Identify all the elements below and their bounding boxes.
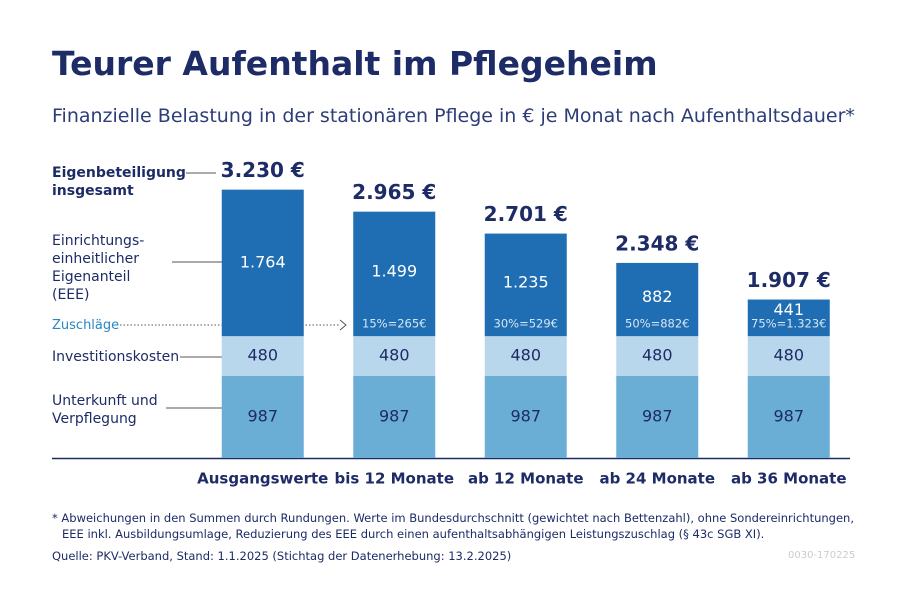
x-tick-label: ab 36 Monate	[731, 470, 847, 488]
total-label: 3.230 €	[221, 158, 305, 182]
x-tick-label: bis 12 Monate	[334, 470, 454, 488]
value-label: 1.764	[240, 252, 286, 271]
code: 0030-170225	[788, 550, 856, 561]
bar-segment	[747, 299, 830, 337]
value-label: 987	[773, 407, 804, 426]
bar-segment	[616, 262, 699, 337]
bar-segment	[221, 376, 304, 458]
source: Quelle: PKV-Verband, Stand: 1.1.2025 (St…	[52, 549, 512, 563]
bar-segment	[221, 189, 304, 337]
value-label: 480	[379, 346, 410, 365]
value-label: 987	[379, 407, 410, 426]
surcharge-label: 30%=529€	[494, 317, 558, 331]
bar-segment	[484, 336, 567, 377]
value-label: 480	[642, 346, 673, 365]
legend-total: Eigenbeteiligung insgesamt	[52, 165, 186, 199]
x-tick-label: Ausgangswerte	[197, 470, 328, 488]
bar-segment	[353, 376, 436, 458]
bar-segment	[353, 211, 436, 337]
value-label: 987	[510, 407, 541, 426]
total-label: 2.965 €	[352, 180, 436, 204]
title: Teurer Aufenthalt im Pflegeheim	[52, 44, 658, 83]
bar-segment	[616, 336, 699, 377]
footnote: EEE inkl. Ausbildungsumlage, Reduzierung…	[62, 527, 765, 541]
total-label: 2.701 €	[484, 202, 568, 226]
x-tick-label: ab 12 Monate	[468, 470, 584, 488]
bar-segment	[747, 376, 830, 458]
surcharge-label: 15%=265€	[362, 317, 426, 331]
surcharge-label: 50%=882€	[625, 317, 689, 331]
value-label: 480	[247, 346, 278, 365]
arrow	[339, 319, 347, 331]
total-label: 2.348 €	[615, 231, 699, 255]
total-label: 1.907 €	[747, 268, 831, 292]
legend-entry: Unterkunft und Verpflegung	[52, 393, 158, 427]
bar-segment	[484, 376, 567, 458]
value-label: 987	[642, 407, 673, 426]
legend-surcharge: Zuschläge	[52, 318, 120, 333]
bar-segment	[221, 336, 304, 377]
value-label: 987	[247, 407, 278, 426]
value-label: 441	[773, 300, 804, 319]
bar-segment	[616, 376, 699, 458]
value-label: 480	[510, 346, 541, 365]
subtitle: Finanzielle Belastung in der stationären…	[52, 105, 855, 127]
value-label: 882	[642, 287, 673, 306]
value-label: 1.499	[371, 261, 417, 280]
legend-entry: Investitionskosten	[52, 349, 180, 365]
legend-entry: Einrichtungs-einheitlicher Eigenanteil (…	[52, 233, 145, 303]
footnote: * Abweichungen in den Summen durch Rundu…	[52, 511, 854, 525]
value-label: 480	[773, 346, 804, 365]
bar-segment	[747, 336, 830, 377]
value-label: 1.235	[503, 272, 549, 291]
bar-segment	[353, 336, 436, 377]
surcharge-label: 75%=1.323€	[751, 317, 826, 331]
bar-segment	[484, 233, 567, 337]
x-tick-label: ab 24 Monate	[599, 470, 715, 488]
